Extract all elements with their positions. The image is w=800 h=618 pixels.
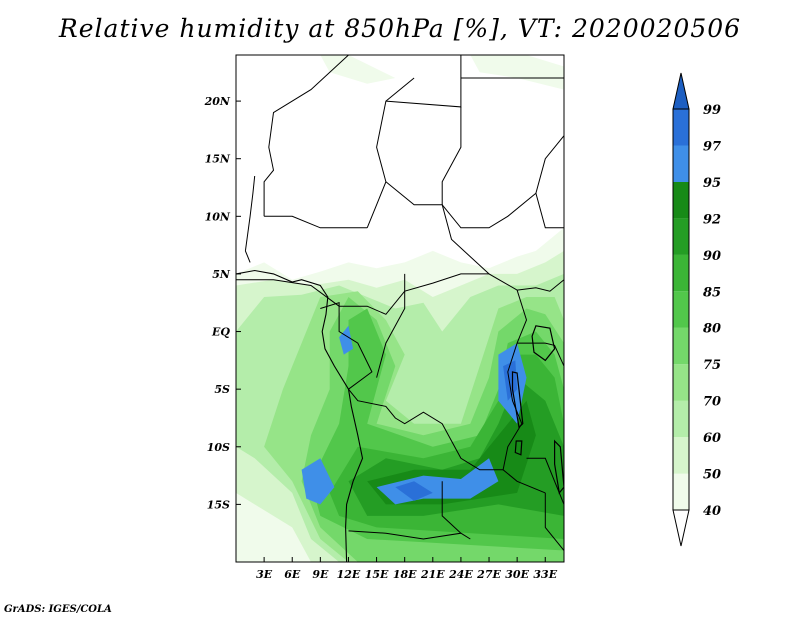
country-border bbox=[535, 135, 564, 194]
colorbar-label: 97 bbox=[703, 139, 721, 154]
lon-tick-label: 15E bbox=[365, 568, 389, 581]
humidity-region-95 bbox=[301, 458, 335, 505]
lon-tick-label: 30E bbox=[505, 568, 529, 581]
colorbar-label: 90 bbox=[703, 249, 721, 264]
lat-tick-label: 5N bbox=[212, 268, 231, 281]
country-border bbox=[244, 250, 251, 263]
lat-tick-label: 10N bbox=[205, 210, 231, 223]
lat-tick-label: 15S bbox=[207, 498, 230, 511]
colorbar-box bbox=[673, 473, 689, 510]
lake-outline bbox=[531, 325, 556, 362]
country-border bbox=[366, 77, 415, 228]
colorbar-upper-triangle bbox=[672, 72, 690, 110]
colorbar-frame bbox=[672, 108, 690, 511]
lon-tick-label: 24E bbox=[448, 568, 473, 581]
colorbar-label: 99 bbox=[703, 103, 721, 118]
lat-tick-label: 20N bbox=[204, 95, 231, 108]
colorbar-box bbox=[673, 291, 689, 328]
colorbar-label: 95 bbox=[703, 176, 721, 191]
lon-tick-label: 9E bbox=[312, 568, 329, 581]
lat-tick-label: 15N bbox=[205, 153, 231, 166]
country-border bbox=[544, 492, 564, 551]
lon-tick-label: 12E bbox=[337, 568, 361, 581]
colorbar-label: 70 bbox=[703, 395, 721, 410]
footer-credit: GrADS: IGES/COLA bbox=[4, 604, 112, 615]
colorbar-box bbox=[673, 437, 689, 474]
colorbar-box bbox=[673, 400, 689, 438]
lon-tick-label: 3E bbox=[256, 568, 273, 581]
country-border bbox=[263, 55, 349, 217]
colorbar: 40 50 60 70 75 80 85 90 92 95 97 99 bbox=[672, 72, 721, 547]
map-frame bbox=[235, 54, 565, 563]
country-border bbox=[348, 530, 471, 540]
colorbar-label: 40 bbox=[703, 504, 721, 519]
humidity-region-40 bbox=[470, 55, 564, 90]
colorbar-box bbox=[673, 327, 689, 365]
lon-tick-label: 18E bbox=[393, 568, 417, 581]
colorbar-box bbox=[673, 181, 689, 219]
chart-title: Relative humidity at 850hPa [%], VT: 202… bbox=[58, 14, 742, 43]
country-border bbox=[264, 215, 368, 229]
country-border bbox=[517, 279, 564, 292]
colorbar-box bbox=[673, 254, 689, 292]
lat-tick-label: EQ bbox=[211, 326, 230, 339]
country-border bbox=[320, 302, 373, 390]
humidity-contour-layer bbox=[236, 55, 564, 562]
country-border bbox=[441, 192, 564, 229]
country-border bbox=[244, 175, 256, 251]
humidity-region-97 bbox=[503, 360, 518, 401]
colorbar-lower-triangle bbox=[672, 509, 690, 547]
colorbar-box bbox=[673, 109, 689, 146]
colorbar-box bbox=[673, 145, 689, 182]
latitude-axis: 20N 15N 10N 5N EQ 5S 10S 15S bbox=[204, 95, 241, 511]
lon-tick-label: 21E bbox=[420, 568, 445, 581]
humidity-region-97 bbox=[395, 481, 433, 501]
lon-tick-label: 27E bbox=[476, 568, 501, 581]
coastline bbox=[236, 269, 364, 562]
colorbar-box bbox=[673, 218, 689, 255]
lat-tick-label: 10S bbox=[207, 441, 230, 454]
colorbar-label: 60 bbox=[703, 431, 721, 446]
lake-outline bbox=[514, 440, 523, 456]
colorbar-label: 92 bbox=[703, 212, 721, 227]
lake-outline bbox=[553, 439, 564, 495]
lon-tick-label: 33E bbox=[533, 568, 557, 581]
country-border bbox=[441, 481, 462, 534]
country-border bbox=[441, 106, 462, 205]
country-border bbox=[526, 457, 564, 505]
country-border bbox=[376, 273, 406, 378]
country-border-layer bbox=[236, 55, 564, 562]
country-border bbox=[348, 388, 504, 471]
colorbar-label: 80 bbox=[703, 322, 721, 337]
colorbar-label: 50 bbox=[703, 468, 721, 483]
lat-tick-label: 5S bbox=[214, 383, 230, 396]
humidity-region-95 bbox=[339, 325, 354, 355]
humidity-region-40 bbox=[320, 55, 396, 84]
country-border bbox=[236, 273, 546, 494]
longitude-axis: 3E 6E 9E 12E 15E 18E 21E 24E 27E 30E 33E bbox=[256, 557, 558, 581]
colorbar-label: 85 bbox=[703, 285, 721, 300]
lon-tick-label: 6E bbox=[284, 568, 301, 581]
country-border bbox=[517, 342, 564, 367]
colorbar-box bbox=[673, 364, 689, 401]
colorbar-label: 75 bbox=[703, 358, 721, 373]
